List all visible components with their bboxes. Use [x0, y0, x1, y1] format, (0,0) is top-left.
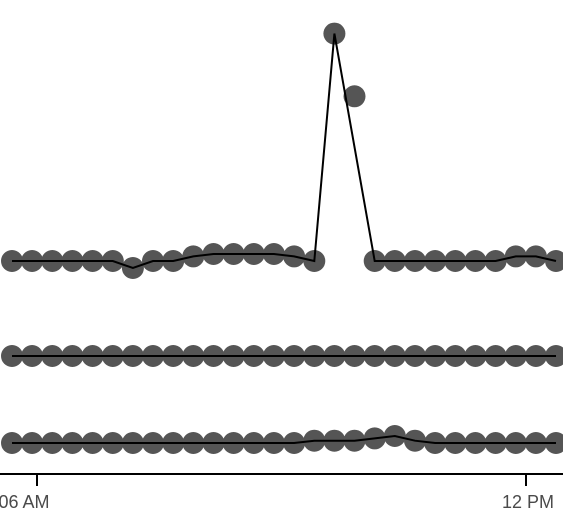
series-2 — [1, 345, 563, 367]
series-1-line — [12, 33, 557, 270]
x-axis: 06 AM 12 PM — [0, 473, 563, 512]
series-3-line — [12, 434, 556, 444]
series-1 — [1, 22, 563, 279]
x-tick-label-06am: 06 AM — [0, 492, 50, 512]
x-tick-label-12pm: 12 PM — [502, 492, 554, 512]
plot-area — [1, 22, 563, 454]
series-1-point-17 — [343, 85, 366, 108]
series-3 — [1, 425, 563, 454]
